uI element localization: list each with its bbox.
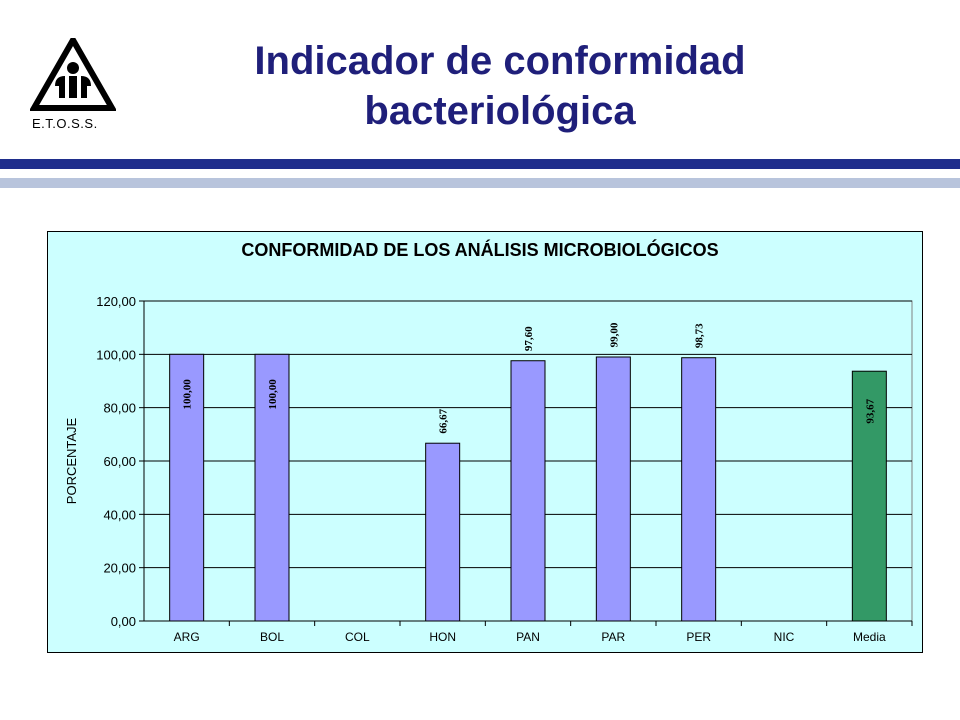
etoss-logo bbox=[30, 38, 116, 111]
bar bbox=[595, 356, 631, 622]
y-tick-label: 20,00 bbox=[103, 561, 136, 576]
data-label: 100,00 bbox=[182, 379, 194, 410]
y-axis-label: PORCENTAJE bbox=[64, 417, 79, 504]
bar bbox=[510, 360, 546, 622]
header-rule-dark bbox=[0, 159, 960, 169]
data-label: 97,60 bbox=[523, 326, 535, 351]
x-tick-label: PAN bbox=[516, 630, 540, 644]
y-tick-label: 60,00 bbox=[103, 454, 136, 469]
page-title-line-1: Indicador de conformidad bbox=[254, 39, 746, 83]
data-label: 99,00 bbox=[608, 322, 620, 347]
y-tick-label: 0,00 bbox=[111, 614, 136, 629]
bar bbox=[425, 442, 461, 622]
y-tick-label: 100,00 bbox=[96, 347, 136, 362]
x-tick-label: HON bbox=[429, 630, 456, 644]
data-label: 98,73 bbox=[694, 323, 706, 348]
logo-caption: E.T.O.S.S. bbox=[32, 116, 98, 131]
bar bbox=[254, 353, 290, 622]
bar-mean bbox=[851, 370, 887, 622]
header-rule-light bbox=[0, 178, 960, 188]
y-tick-label: 40,00 bbox=[103, 507, 136, 522]
x-tick-label: BOL bbox=[260, 630, 284, 644]
data-label: 66,67 bbox=[438, 408, 450, 433]
bar bbox=[169, 353, 205, 622]
chart-title: CONFORMIDAD DE LOS ANÁLISIS MICROBIOLÓGI… bbox=[241, 240, 719, 260]
x-tick-label: NIC bbox=[774, 630, 795, 644]
x-tick-label: Media bbox=[853, 630, 886, 644]
y-tick-label: 120,00 bbox=[96, 294, 136, 309]
data-label: 100,00 bbox=[267, 379, 279, 410]
y-tick-label: 80,00 bbox=[103, 401, 136, 416]
x-tick-label: PAR bbox=[601, 630, 625, 644]
x-tick-label: COL bbox=[345, 630, 370, 644]
page-title: Indicador de conformidad bacteriológica bbox=[150, 36, 850, 136]
x-tick-label: PER bbox=[686, 630, 711, 644]
data-label: 93,67 bbox=[864, 398, 876, 423]
bar bbox=[681, 357, 717, 622]
page-title-line-2: bacteriológica bbox=[364, 89, 636, 133]
x-tick-label: ARG bbox=[174, 630, 200, 644]
